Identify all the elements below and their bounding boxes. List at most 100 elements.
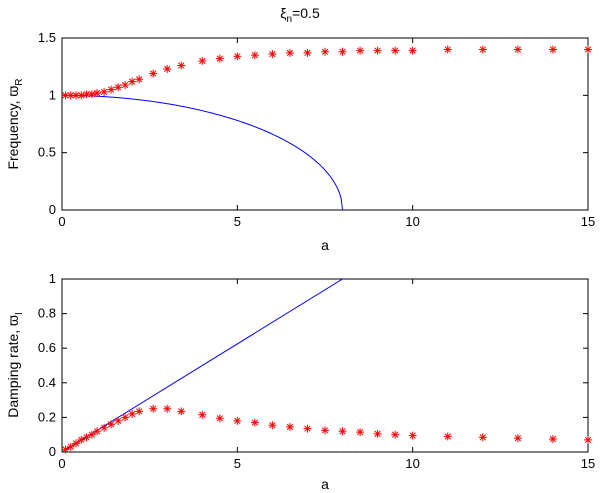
data-point-1-9: [114, 416, 123, 425]
data-point-0-27: [391, 46, 400, 55]
data-point-1-18: [233, 416, 242, 425]
data-point-0-0: [61, 91, 70, 100]
data-point-0-14: [163, 64, 172, 73]
data-point-1-10: [121, 413, 130, 422]
data-point-1-31: [513, 434, 522, 443]
data-point-1-16: [198, 410, 207, 419]
x-tick-label-0-0: 0: [58, 214, 65, 229]
data-point-0-30: [478, 45, 487, 54]
y-tick-label-1-0: 0: [49, 444, 56, 459]
data-point-1-17: [215, 414, 224, 423]
plot-area-0: [61, 37, 589, 211]
data-point-0-29: [443, 45, 452, 54]
data-point-0-1: [66, 91, 75, 100]
damping-ylabel-main: Damping rate, ϖ: [5, 315, 21, 418]
data-point-1-12: [135, 407, 144, 416]
x-tick-label-0-2: 10: [405, 214, 419, 229]
y-tick-label-1-1: 0.2: [38, 409, 56, 424]
data-point-1-2: [72, 439, 81, 448]
frequency-ylabel-sub: R: [14, 78, 25, 85]
frequency-plot: 0 5 10 15 0 0.5 1 1.5: [38, 30, 595, 229]
frequency-xlabel: a: [321, 237, 329, 253]
data-point-1-25: [356, 428, 365, 437]
damping-xlabel: a: [321, 476, 329, 492]
plot-area-1: [61, 278, 589, 453]
x-tick-label-1-3: 15: [581, 456, 595, 471]
data-point-0-6: [93, 89, 102, 98]
y-tick-label-1-2: 0.4: [38, 375, 56, 390]
data-point-0-7: [100, 87, 109, 96]
damping-ylabel: Damping rate, ϖI: [5, 312, 25, 418]
data-point-0-21: [285, 48, 294, 57]
data-point-0-19: [250, 51, 259, 60]
x-tick-label-1-1: 5: [234, 456, 241, 471]
data-point-1-33: [584, 435, 592, 444]
data-point-0-24: [338, 47, 347, 56]
data-point-1-20: [268, 421, 277, 430]
title-sub: n: [287, 14, 293, 25]
data-point-1-27: [391, 430, 400, 439]
data-point-1-7: [100, 423, 109, 432]
data-point-0-11: [128, 77, 137, 86]
data-point-0-13: [149, 69, 158, 78]
data-point-1-1: [66, 442, 75, 451]
data-point-0-23: [321, 47, 329, 56]
y-tick-label-1-4: 0.8: [38, 306, 56, 321]
data-point-1-8: [107, 420, 116, 429]
data-point-1-5: [87, 430, 96, 439]
data-point-0-26: [373, 46, 382, 55]
data-point-0-33: [584, 45, 592, 54]
data-point-0-18: [233, 52, 242, 61]
title-rest: =0.5: [292, 5, 320, 21]
chart-title: ξn=0.5: [280, 5, 320, 25]
series-line-1: [62, 279, 343, 452]
y-tick-label-0-3: 1.5: [38, 30, 56, 45]
data-point-1-29: [443, 432, 452, 441]
y-tick-label-0-1: 0.5: [38, 145, 56, 160]
data-point-0-28: [408, 46, 417, 55]
data-point-0-16: [198, 56, 207, 65]
frequency-ylabel-main: Frequency, ϖ: [5, 86, 21, 170]
data-point-0-8: [107, 85, 116, 94]
data-point-1-14: [163, 404, 172, 413]
damping-plot: 0 5 10 15 0 0.2 0.4 0.6 0.8 1: [38, 271, 595, 471]
data-point-1-22: [303, 424, 312, 433]
data-point-0-22: [303, 48, 312, 57]
title-main: ξ: [280, 5, 286, 21]
y-tick-label-1-5: 1: [49, 271, 56, 286]
data-point-1-11: [128, 409, 137, 418]
x-tick-label-0-1: 5: [234, 214, 241, 229]
data-point-0-3: [77, 91, 86, 100]
data-point-1-26: [373, 429, 382, 438]
y-tick-label-0-2: 1: [49, 87, 56, 102]
series-line-0: [62, 94, 344, 210]
data-point-1-28: [408, 431, 417, 440]
data-point-1-6: [93, 427, 102, 436]
data-point-0-10: [121, 81, 130, 90]
data-point-1-23: [321, 426, 329, 435]
data-point-0-9: [114, 83, 123, 92]
data-point-0-32: [548, 45, 557, 54]
data-point-0-5: [87, 90, 96, 99]
x-tick-label-1-0: 0: [58, 456, 65, 471]
data-point-0-15: [177, 61, 186, 70]
data-point-1-32: [548, 435, 557, 444]
frequency-ylabel: Frequency, ϖR: [5, 78, 25, 169]
data-point-1-19: [250, 418, 259, 427]
y-tick-label-1-3: 0.6: [38, 340, 56, 355]
x-tick-label-1-2: 10: [405, 456, 419, 471]
data-point-0-25: [356, 46, 365, 55]
data-point-0-17: [215, 54, 224, 63]
data-point-1-21: [285, 422, 294, 431]
data-point-0-20: [268, 50, 277, 59]
data-point-1-30: [478, 433, 487, 442]
data-point-1-15: [177, 407, 186, 416]
data-point-0-12: [135, 75, 144, 84]
data-point-1-13: [149, 404, 158, 413]
x-tick-label-0-3: 15: [581, 214, 595, 229]
y-tick-label-0-0: 0: [49, 202, 56, 217]
data-point-1-24: [338, 427, 347, 436]
data-point-0-31: [513, 45, 522, 54]
damping-ylabel-sub: I: [14, 312, 25, 315]
